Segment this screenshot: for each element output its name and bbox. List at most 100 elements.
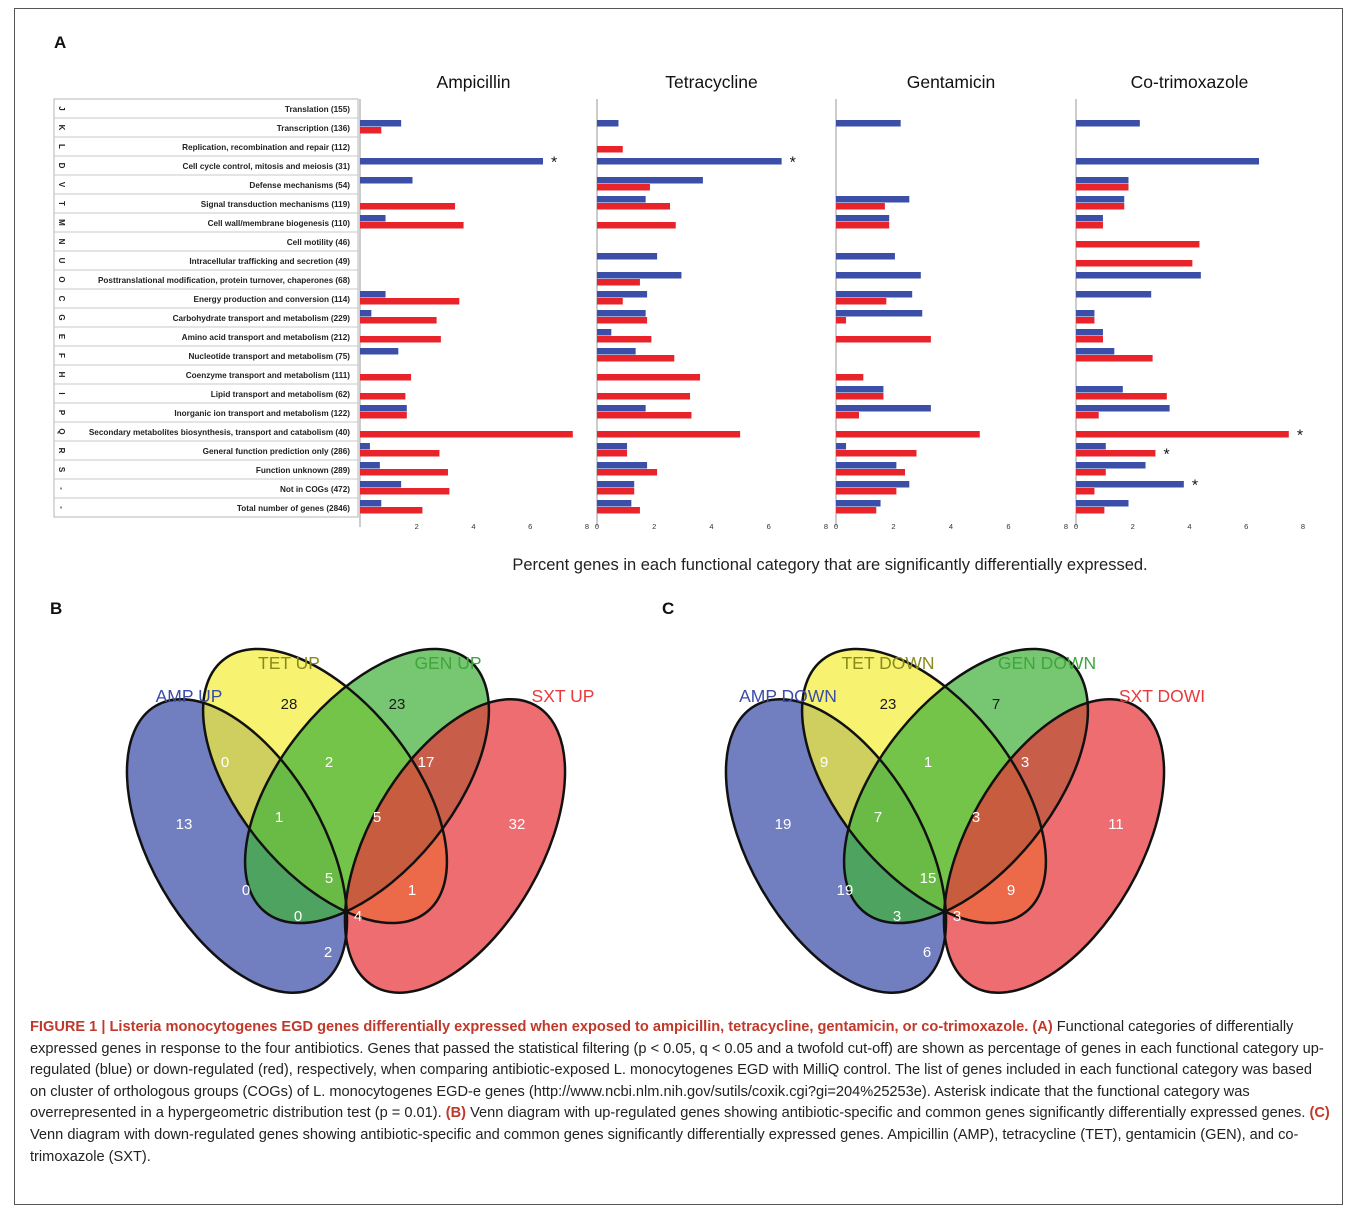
bar-up [836,120,901,127]
venn-count-amp-tet-sxt: 3 [953,908,961,925]
bar-down [836,507,877,514]
bar-down [836,431,980,438]
bar-up [360,177,413,184]
venn-diagram-up: AMP UP TET UP GEN UP SXT UP 13 28 23 32 0 2 17 1 5 5 0… [125,647,594,994]
category-label: Total number of genes (2846) [237,504,350,513]
figure-caption: FIGURE 1 | Listeria monocytogenes EGD ge… [30,1017,1330,1168]
x-tick-label: 8 [1064,522,1068,531]
figure-graphic: A B C J Translation (155) K Transcription (… [50,33,1305,994]
bar-down [836,412,859,419]
bar-up [360,443,370,450]
bar-down [360,488,450,495]
category-code: - [57,487,66,490]
bar-down [360,431,573,438]
bar-down [597,355,675,362]
category-code: F [57,353,66,358]
bar-up [597,481,635,488]
panel-label-c: C [662,599,674,618]
bar-down [360,127,382,134]
x-tick-label: 4 [709,522,713,531]
bar-up [836,215,890,222]
bar-up [360,310,372,317]
bar-up [597,196,646,203]
venn-label-amp: AMP UP [156,686,223,706]
category-label: Cell cycle control, mitosis and meiosis … [183,162,351,171]
panel-label-a: A [54,33,66,52]
bar-up [1076,500,1129,507]
venn-count-amp-only: 19 [775,816,792,833]
venn-label-amp: AMP DOWN [739,686,837,706]
venn-count-amp-gen: 0 [242,882,250,899]
venn-count-tet-gen-sxt: 3 [972,809,980,826]
venn-count-tet-gen-sxt: 5 [373,809,381,826]
bar-up [1076,329,1103,336]
bar-up [360,215,386,222]
bar-down [836,393,884,400]
bar-down [360,336,441,343]
venn-count-tet-only: 28 [281,696,298,713]
venn-count-gen-only: 7 [992,696,1000,713]
bar-up [836,462,897,469]
category-label: Posttranslational modification, protein … [98,276,350,285]
x-tick-label: 0 [1074,522,1078,531]
bar-up [597,272,682,279]
venn-label-tet: TET DOWN [841,653,934,673]
bar-up [1076,348,1115,355]
venn-outline-tet [201,647,449,925]
bar-down [1076,412,1099,419]
category-code: D [57,163,66,169]
venn-outline-sxt [343,698,567,994]
bar-down [597,450,628,457]
x-axis-label: Percent genes in each functional categor… [512,556,1147,574]
bar-up [597,177,703,184]
caption-part-c: Venn diagram with down-regulated genes s… [30,1126,1299,1165]
caption-label-c: (C) [1309,1105,1330,1122]
bar-up [360,158,544,165]
bar-down [597,393,691,400]
bar-down [836,222,890,229]
bar-down [836,298,887,305]
venn-count-amp-tet: 9 [820,754,828,771]
bar-up [836,310,923,317]
bar-down [597,298,623,305]
venn-count-gen-sxt: 17 [418,754,435,771]
bar-down [360,393,406,400]
category-code: Q [57,428,66,434]
venn-label-sxt: SXT DOWI [1119,686,1205,706]
venn-count-sxt-only: 11 [1108,816,1124,833]
bar-up [1076,386,1123,393]
category-label: Transcription (136) [277,124,351,133]
venn-count-tet-gen: 2 [325,754,333,771]
x-tick-label: 8 [824,522,828,531]
bar-down [360,469,448,476]
bar-down [1076,450,1156,457]
x-tick-label: 0 [834,522,838,531]
category-label: Secondary metabolites biosynthesis, tran… [89,428,350,437]
x-tick-label: 6 [1006,522,1010,531]
venn-label-gen: GEN UP [414,653,481,673]
panel-title: Gentamicin [907,72,996,92]
caption-part-b: Venn diagram with up-regulated genes sho… [470,1105,1306,1122]
category-label: Function unknown (289) [256,466,350,475]
bar-up [597,120,619,127]
bar-up [1076,120,1140,127]
bar-up [836,405,931,412]
category-label: Intracellular trafficking and secretion … [189,257,350,266]
bar-down [597,469,658,476]
bar-down [1076,469,1106,476]
x-tick-label: 4 [949,522,953,531]
bar-up [1076,291,1152,298]
bar-up [1076,158,1260,165]
venn-count-amp-gen-sxt: 0 [294,908,302,925]
bar-up [836,500,881,507]
bar-down [597,279,640,286]
bar-down [597,146,623,153]
significance-asterisk: * [1163,446,1169,463]
bar-down [597,374,701,381]
significance-asterisk: * [1297,427,1303,444]
venn-count-amp-sxt: 2 [324,944,332,961]
category-label: Not in COGs (472) [280,485,350,494]
panel-label-b: B [50,599,62,618]
bar-up [836,253,895,260]
